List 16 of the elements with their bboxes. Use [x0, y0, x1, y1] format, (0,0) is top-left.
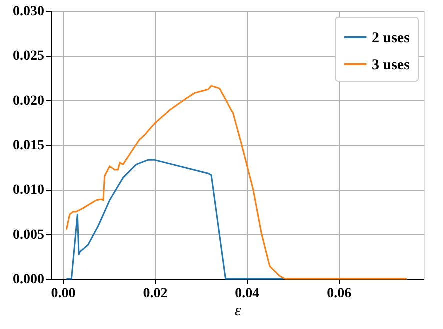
x-tick-label: 0.06	[327, 286, 352, 302]
x-tick-label: 0.00	[51, 286, 76, 302]
x-tick-label: 0.02	[143, 286, 168, 302]
line-series	[66, 159, 284, 280]
y-tick-label: 0.000	[13, 272, 44, 288]
y-tick-label: 0.025	[13, 49, 44, 64]
y-tick-label: 0.005	[13, 228, 44, 243]
legend-label: 2 uses	[372, 30, 410, 46]
legend-label: 3 uses	[372, 58, 410, 74]
y-tick-label: 0.015	[13, 138, 44, 154]
y-tick-label: 0.020	[13, 94, 44, 109]
y-tick-label: 0.030	[13, 4, 44, 20]
x-axis-title: ε	[234, 302, 242, 320]
y-tick-label: 0.010	[13, 183, 44, 198]
line-series	[66, 85, 408, 280]
x-tick-label: 0.04	[235, 286, 260, 302]
